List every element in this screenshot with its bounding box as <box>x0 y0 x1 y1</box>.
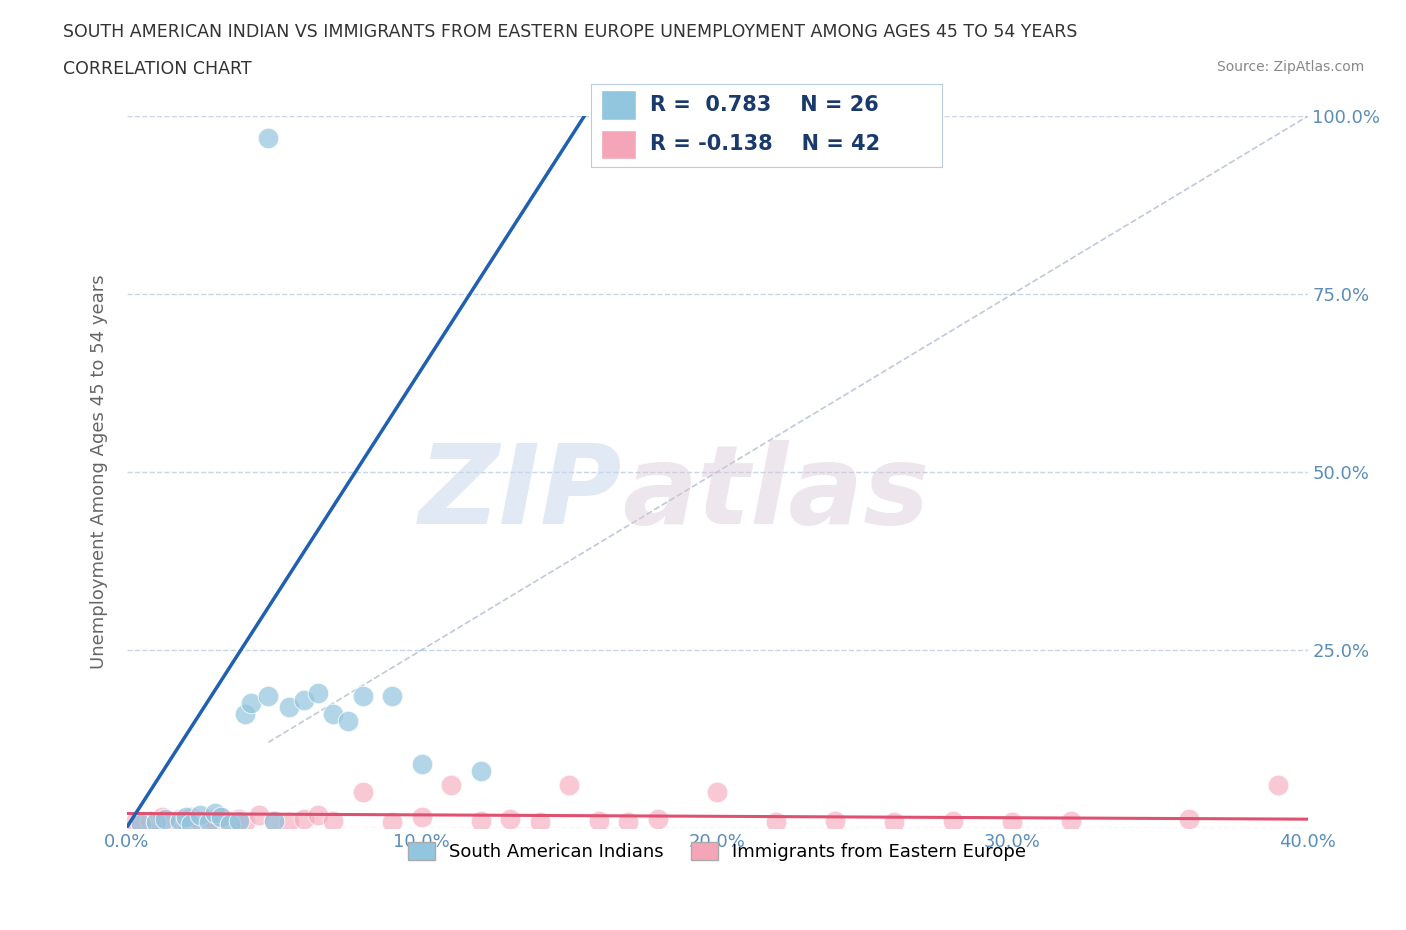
Point <box>180 810 202 825</box>
Point <box>470 764 492 778</box>
Point <box>499 812 522 827</box>
Point <box>381 815 404 830</box>
Text: R =  0.783    N = 26: R = 0.783 N = 26 <box>650 95 879 115</box>
Point <box>647 812 669 827</box>
Point <box>352 688 374 703</box>
Point <box>263 813 285 828</box>
Point <box>209 810 232 825</box>
Point <box>249 807 271 822</box>
Point <box>308 685 330 700</box>
Text: Source: ZipAtlas.com: Source: ZipAtlas.com <box>1216 60 1364 74</box>
Y-axis label: Unemployment Among Ages 45 to 54 years: Unemployment Among Ages 45 to 54 years <box>90 274 108 670</box>
Point <box>558 777 581 792</box>
Text: SOUTH AMERICAN INDIAN VS IMMIGRANTS FROM EASTERN EUROPE UNEMPLOYMENT AMONG AGES : SOUTH AMERICAN INDIAN VS IMMIGRANTS FROM… <box>63 23 1077 41</box>
Point <box>139 813 162 828</box>
Point <box>169 812 191 827</box>
Point <box>292 692 315 707</box>
Point <box>883 815 905 830</box>
FancyBboxPatch shape <box>602 130 636 159</box>
Text: R = -0.138    N = 42: R = -0.138 N = 42 <box>650 134 880 154</box>
Point <box>617 815 640 830</box>
Point <box>239 696 262 711</box>
Point <box>529 815 551 830</box>
Point <box>160 813 183 828</box>
Point <box>188 813 212 828</box>
Point <box>188 807 212 822</box>
Point <box>440 777 463 792</box>
Legend: South American Indians, Immigrants from Eastern Europe: South American Indians, Immigrants from … <box>401 835 1033 869</box>
Point <box>411 756 433 771</box>
Point <box>174 815 197 830</box>
Point <box>198 812 221 827</box>
Point <box>942 813 965 828</box>
Point <box>228 813 250 828</box>
Point <box>263 813 285 828</box>
Point <box>1001 815 1024 830</box>
Point <box>204 806 226 821</box>
Text: CORRELATION CHART: CORRELATION CHART <box>63 60 252 78</box>
Point <box>204 815 226 830</box>
Point <box>145 815 167 830</box>
FancyBboxPatch shape <box>602 90 636 120</box>
Point <box>470 813 492 828</box>
Point <box>233 815 256 830</box>
Point <box>1060 813 1083 828</box>
Point <box>124 815 146 830</box>
Point <box>233 707 256 722</box>
Point <box>1267 777 1289 792</box>
Point <box>308 807 330 822</box>
Point <box>337 713 360 728</box>
Point <box>219 817 242 831</box>
Point <box>257 688 280 703</box>
Point <box>322 707 344 722</box>
Point <box>278 699 301 714</box>
Point <box>1178 812 1201 827</box>
Point <box>411 810 433 825</box>
Point <box>322 813 344 828</box>
Point <box>145 815 167 830</box>
Point <box>588 813 610 828</box>
Point <box>352 785 374 800</box>
Point <box>209 810 232 825</box>
Point <box>180 817 202 831</box>
Point <box>219 813 242 828</box>
Point <box>174 810 197 825</box>
Point <box>257 130 280 145</box>
Point <box>129 817 153 831</box>
Point <box>824 813 846 828</box>
Text: ZIP: ZIP <box>419 440 623 547</box>
Text: atlas: atlas <box>623 440 929 547</box>
Point <box>706 785 728 800</box>
Point <box>198 815 221 830</box>
Point <box>381 688 404 703</box>
Point <box>150 810 173 825</box>
Point <box>278 815 301 830</box>
Point <box>153 812 176 827</box>
Point <box>292 812 315 827</box>
Point <box>169 813 191 828</box>
Point <box>228 812 250 827</box>
Point <box>129 817 153 831</box>
Point <box>765 815 787 830</box>
